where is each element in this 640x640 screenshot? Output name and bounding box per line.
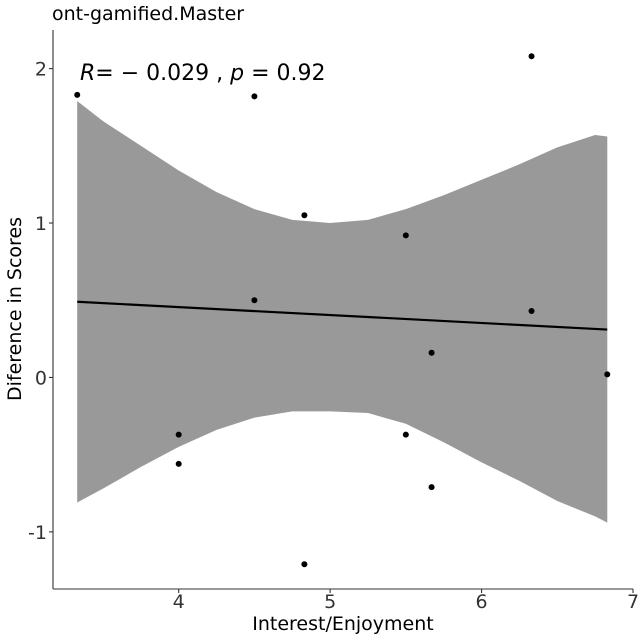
data-point <box>251 93 258 100</box>
p-value: = 0.92 <box>244 61 325 86</box>
data-point <box>301 561 308 568</box>
points-layer <box>74 53 611 568</box>
plot-area <box>74 53 611 568</box>
data-point <box>74 91 81 98</box>
data-point <box>528 308 535 315</box>
y-tick-label: 0 <box>35 367 47 389</box>
r-symbol: R <box>80 61 95 86</box>
x-tick-label: 5 <box>324 591 336 613</box>
data-point <box>428 484 435 491</box>
x-tick-label: 6 <box>476 591 488 613</box>
data-point <box>428 349 435 356</box>
confidence-band <box>77 101 608 523</box>
correlation-annotation: R= − 0.029 , p = 0.92 <box>80 61 326 86</box>
x-axis-ticks: 4 5 6 7 <box>173 589 639 613</box>
r-value: = − 0.029 , <box>95 61 230 86</box>
data-point <box>175 460 182 467</box>
regression-line <box>77 300 608 331</box>
data-point <box>175 431 182 438</box>
x-axis-title: Interest/Enjoyment <box>252 613 434 635</box>
data-point <box>402 232 409 239</box>
plot-title: ont-gamified.Master <box>52 3 244 25</box>
data-point <box>402 431 409 438</box>
y-axis-ticks: -1 0 1 2 <box>28 59 53 544</box>
y-axis-title: Diference in Scores <box>4 217 26 401</box>
x-tick-label: 7 <box>627 591 639 613</box>
data-point <box>251 297 258 304</box>
y-tick-label: 2 <box>35 59 47 81</box>
x-tick-label: 4 <box>173 591 185 613</box>
p-symbol: p <box>229 61 244 86</box>
y-tick-label: -1 <box>28 522 47 544</box>
data-point <box>301 212 308 219</box>
y-tick-label: 1 <box>35 213 47 235</box>
data-point <box>604 371 611 378</box>
data-point <box>528 53 535 60</box>
